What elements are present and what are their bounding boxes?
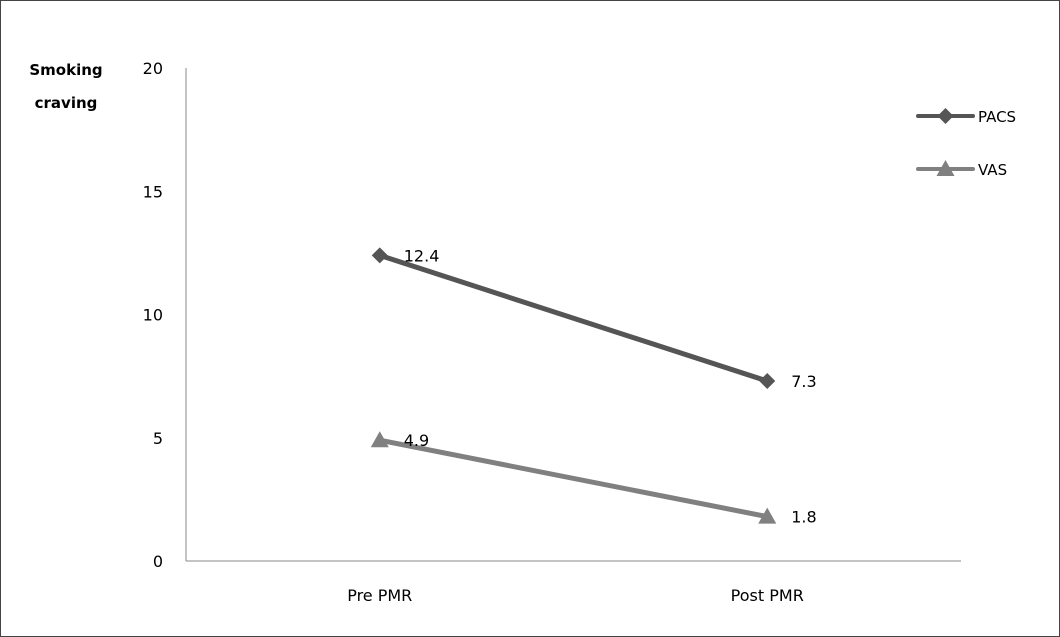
y-tick-label: 20: [143, 59, 163, 78]
y-tick-label: 10: [143, 306, 163, 325]
legend-label-vas: VAS: [978, 161, 1007, 179]
data-label-pacs: 7.3: [791, 372, 816, 391]
data-point-pacs: [371, 247, 388, 264]
y-tick-label: 5: [153, 429, 163, 448]
y-tick-labels: 0 5 10 15 20: [143, 59, 163, 571]
legend: PACS VAS: [916, 108, 1016, 179]
legend-marker-pacs: [937, 108, 954, 124]
series-line-vas: [377, 437, 770, 520]
y-axis-title-line-2: craving: [35, 94, 98, 112]
x-tick-label: Post PMR: [731, 586, 804, 605]
x-tick-labels: Pre PMR Post PMR: [347, 586, 804, 605]
y-axis-title: Smoking craving: [29, 61, 102, 112]
legend-marker-vas: [936, 160, 955, 176]
y-tick-label: 0: [153, 552, 163, 571]
data-label-pacs: 12.4: [404, 246, 440, 265]
data-point-vas: [758, 507, 777, 524]
data-label-vas: 1.8: [791, 508, 816, 527]
x-tick-label: Pre PMR: [347, 586, 412, 605]
y-tick-label: 15: [143, 182, 163, 201]
data-label-vas: 4.9: [404, 431, 429, 450]
series-lines: [370, 247, 777, 524]
data-point-vas: [370, 431, 389, 448]
data-labels: 12.4 7.3 4.9 1.8: [404, 246, 817, 526]
series-line-pacs: [377, 252, 770, 384]
data-point-pacs: [759, 373, 776, 390]
y-axis-title-line-1: Smoking: [29, 61, 102, 79]
legend-label-pacs: PACS: [978, 108, 1016, 126]
axes: [185, 68, 961, 562]
